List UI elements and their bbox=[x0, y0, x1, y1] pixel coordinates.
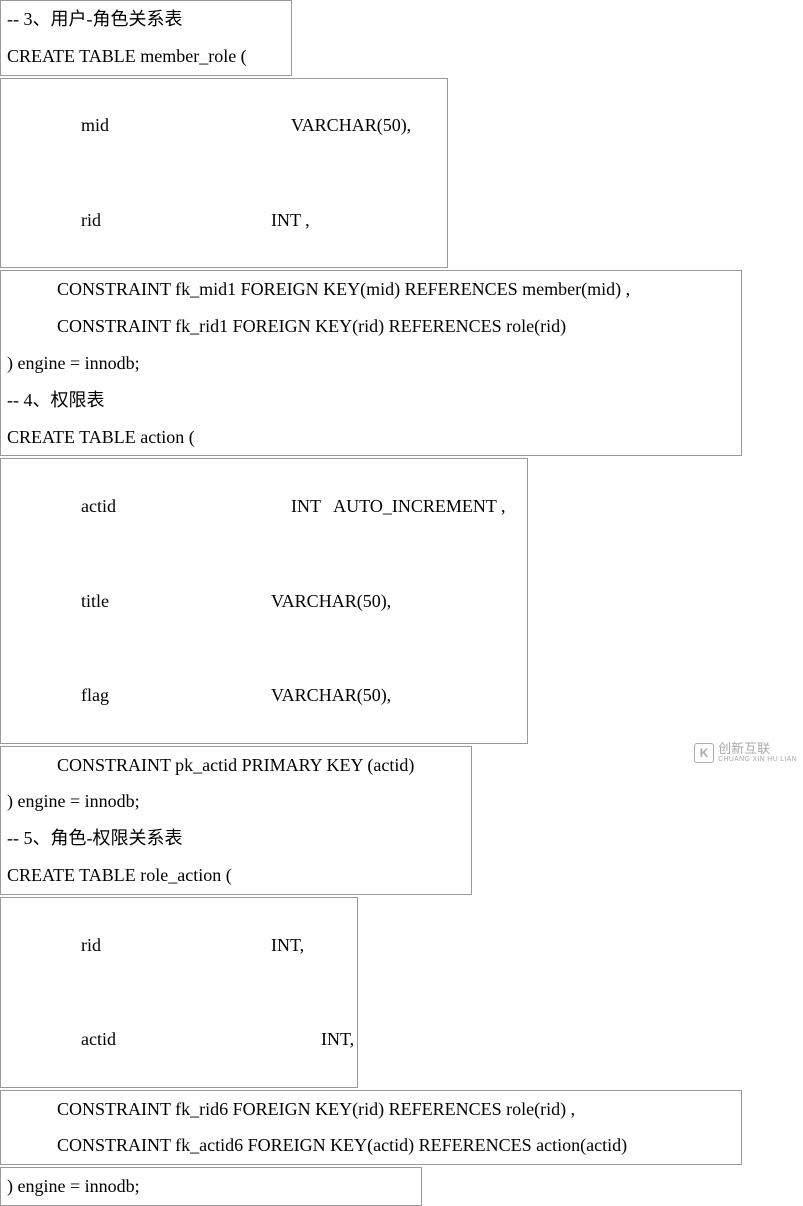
section4-create: CREATE TABLE action ( bbox=[1, 419, 741, 456]
col-rid-type: INT , bbox=[271, 210, 310, 230]
col-actid-type: INT AUTO_INCREMENT , bbox=[291, 496, 506, 516]
section5-columns: ridINT, actidINT, bbox=[0, 897, 358, 1088]
watermark-line1: 创新互联 bbox=[718, 742, 797, 756]
section4-pk: CONSTRAINT pk_actid PRIMARY KEY (actid) bbox=[1, 747, 471, 784]
col-title-name: title bbox=[81, 587, 271, 616]
section3-comment: -- 3、用户-角色关系表 bbox=[1, 1, 291, 38]
watermark-icon: K bbox=[694, 743, 714, 763]
section3-engine: ) engine = innodb; bbox=[1, 345, 741, 382]
col-flag-type: VARCHAR(50), bbox=[271, 685, 391, 705]
section3-fk1: CONSTRAINT fk_mid1 FOREIGN KEY(mid) REFE… bbox=[1, 271, 741, 308]
section3-columns: midVARCHAR(50), ridINT , bbox=[0, 78, 448, 269]
section5-comment: -- 5、角色-权限关系表 bbox=[1, 820, 471, 857]
col-mid-type: VARCHAR(50), bbox=[291, 115, 411, 135]
col-mid-name: mid bbox=[81, 111, 291, 140]
watermark: K 创新互联 CHUANG XIN HU LIAN bbox=[694, 742, 797, 764]
col-mid: midVARCHAR(50), bbox=[57, 79, 447, 173]
section3-header: -- 3、用户-角色关系表 CREATE TABLE member_role ( bbox=[0, 0, 292, 76]
section4-tail: CONSTRAINT pk_actid PRIMARY KEY (actid) … bbox=[0, 746, 472, 895]
section3-constraints: CONSTRAINT fk_mid1 FOREIGN KEY(mid) REFE… bbox=[0, 270, 742, 456]
col-rid5: ridINT, bbox=[57, 898, 357, 992]
col-flag: flagVARCHAR(50), bbox=[57, 648, 527, 742]
section5-engine: ) engine = innodb; bbox=[1, 1168, 421, 1205]
col-actid: actidINT AUTO_INCREMENT , bbox=[57, 459, 527, 553]
col-rid-name: rid bbox=[81, 206, 271, 235]
watermark-line2: CHUANG XIN HU LIAN bbox=[718, 756, 797, 764]
section5-constraints: CONSTRAINT fk_rid6 FOREIGN KEY(rid) REFE… bbox=[0, 1090, 742, 1166]
col-actid-name: actid bbox=[81, 492, 291, 521]
col-actid5-name: actid bbox=[81, 1025, 291, 1054]
col-title-type: VARCHAR(50), bbox=[271, 591, 391, 611]
col-actid5: actidINT, bbox=[57, 992, 357, 1086]
section5-create: CREATE TABLE role_action ( bbox=[1, 857, 471, 894]
col-rid5-type: INT, bbox=[271, 935, 304, 955]
section5-engine-box: ) engine = innodb; bbox=[0, 1167, 422, 1206]
col-rid5-name: rid bbox=[81, 931, 271, 960]
section5-fk1: CONSTRAINT fk_rid6 FOREIGN KEY(rid) REFE… bbox=[1, 1091, 741, 1128]
col-title: titleVARCHAR(50), bbox=[57, 554, 527, 648]
col-rid: ridINT , bbox=[57, 173, 447, 267]
section3-create: CREATE TABLE member_role ( bbox=[1, 38, 291, 75]
section4-engine: ) engine = innodb; bbox=[1, 783, 471, 820]
col-actid5-type: INT, bbox=[291, 1029, 354, 1049]
section5-fk2: CONSTRAINT fk_actid6 FOREIGN KEY(actid) … bbox=[1, 1127, 741, 1164]
section3-fk2: CONSTRAINT fk_rid1 FOREIGN KEY(rid) REFE… bbox=[1, 308, 741, 345]
section4-comment: -- 4、权限表 bbox=[1, 382, 741, 419]
col-flag-name: flag bbox=[81, 681, 271, 710]
section4-columns: actidINT AUTO_INCREMENT , titleVARCHAR(5… bbox=[0, 458, 528, 743]
watermark-text: 创新互联 CHUANG XIN HU LIAN bbox=[718, 742, 797, 764]
